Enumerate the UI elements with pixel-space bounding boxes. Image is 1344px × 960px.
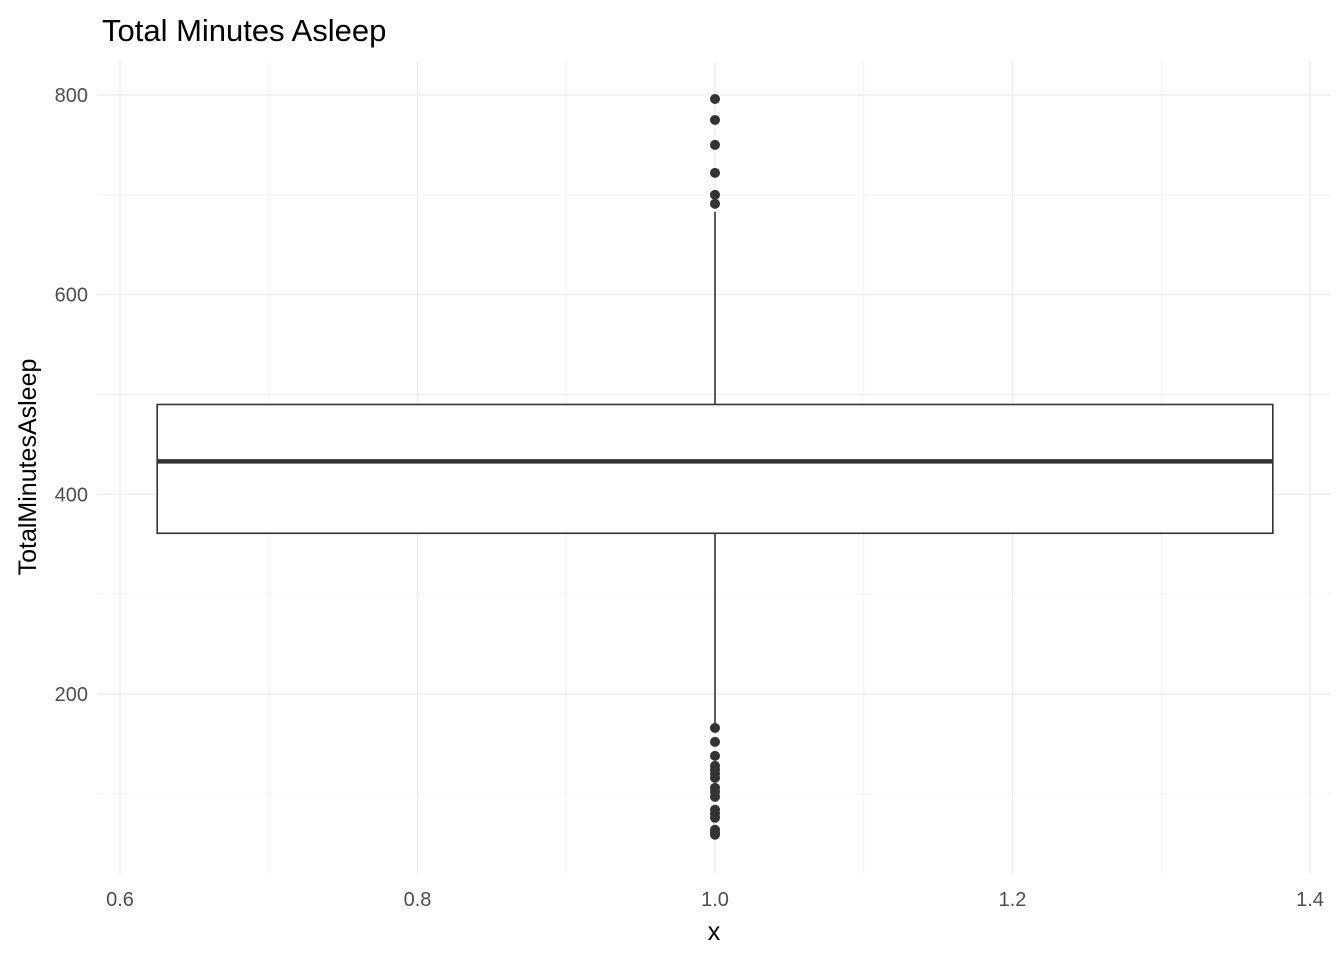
y-tick-label: 200 <box>55 684 88 706</box>
y-tick-labels: 200 400 600 800 <box>55 85 88 706</box>
iqr-box <box>156 403 1274 535</box>
box-group <box>156 211 1274 726</box>
outlier-point <box>710 736 720 747</box>
outlier-point <box>710 114 720 125</box>
y-tick-label: 600 <box>55 285 88 307</box>
x-tick-label: 1.4 <box>1296 889 1324 911</box>
outlier-point <box>710 812 720 823</box>
x-axis-title: x <box>708 918 721 946</box>
outlier-point <box>710 189 720 200</box>
chart-title: Total Minutes Asleep <box>102 13 386 48</box>
outlier-point <box>710 93 720 104</box>
outlier-point <box>710 772 720 783</box>
outlier-point <box>710 750 720 761</box>
y-tick-label: 800 <box>55 85 88 107</box>
outlier-point <box>710 722 720 733</box>
x-tick-label: 1.2 <box>999 889 1027 911</box>
y-tick-label: 400 <box>55 484 88 506</box>
x-tick-labels: 0.6 0.8 1.0 1.2 1.4 <box>106 889 1324 911</box>
outlier-point <box>710 139 720 150</box>
outlier-point <box>710 791 720 802</box>
x-tick-label: 0.6 <box>106 889 134 911</box>
outlier-point <box>710 167 720 178</box>
outlier-point <box>710 829 720 840</box>
outlier-point <box>710 198 720 209</box>
x-tick-label: 0.8 <box>404 889 432 911</box>
outliers <box>710 93 720 840</box>
y-axis-title: TotalMinutesAsleep <box>14 359 42 576</box>
x-tick-label: 1.0 <box>701 889 729 911</box>
